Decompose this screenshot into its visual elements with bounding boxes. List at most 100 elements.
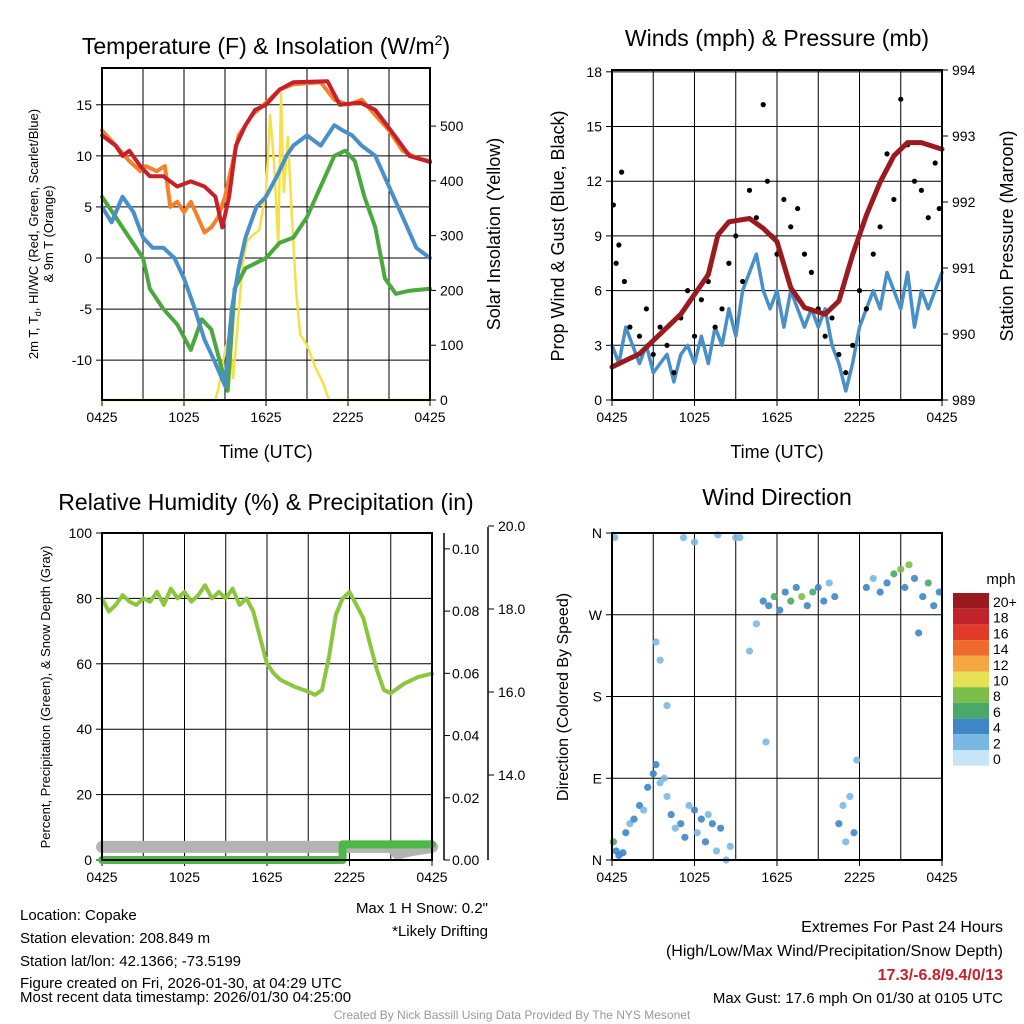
snow-ytick-label: 18.0 — [498, 601, 525, 617]
wind-direction-point — [622, 829, 630, 837]
rh-xtick-label: 2225 — [334, 869, 365, 885]
wind-direction-point — [690, 806, 699, 814]
snow-note: Max 1 H Snow: 0.2" — [356, 900, 488, 917]
precip-ytick-right-label: 0.06 — [452, 665, 479, 681]
gust-point — [863, 306, 869, 312]
pressure-ytick-right-label: 993 — [952, 128, 976, 144]
gust-point — [753, 215, 759, 221]
wind-direction-point — [609, 838, 617, 846]
gust-point — [719, 306, 725, 312]
rh-ytick-label: 100 — [69, 525, 93, 541]
temp-panel-title: Temperature (F) & Insolation (W/m2) — [82, 32, 450, 59]
wind-direction-point — [660, 774, 668, 782]
gust-point — [746, 187, 753, 193]
rh-plot-area: 0425 1025 1625 2225 04250204060801000.000.02… — [69, 518, 526, 885]
wind-direction-point — [846, 792, 854, 801]
temp-xtick-label: 0425 — [86, 409, 117, 425]
wind-direction-point — [656, 656, 664, 664]
wdir-panel-title: Wind Direction — [702, 484, 852, 510]
legend-swatch — [953, 702, 989, 719]
pressure-ytick-right-label: 994 — [952, 62, 976, 78]
wind-direction-point — [663, 792, 671, 801]
precip-ytick-right-label: 0.02 — [452, 790, 479, 806]
legend-swatch — [953, 750, 989, 766]
wind-direction-point — [820, 597, 828, 605]
gust-point — [936, 205, 942, 212]
wdir-ytick-label: S — [593, 689, 602, 705]
wind-direction-point — [677, 820, 685, 828]
gust-point — [884, 151, 890, 157]
wind-direction-point — [770, 592, 778, 601]
temp-ytick-label: -5 — [80, 301, 93, 317]
snow-ytick-label: 16.0 — [498, 684, 525, 700]
temp-ytick-label: -10 — [72, 352, 92, 368]
gust-point — [932, 160, 938, 166]
wind-xtick-label: 1625 — [761, 409, 792, 425]
pressure-line — [609, 140, 945, 370]
wdir-ytick-label: E — [593, 770, 602, 786]
legend-label: 6 — [993, 704, 1001, 720]
wind-y-right-label: Station Pressure (Maroon) — [997, 130, 1017, 341]
pressure-ytick-right-label: 990 — [952, 326, 976, 342]
wind-direction-point — [681, 833, 689, 841]
gust-point — [657, 324, 663, 330]
wind-direction-point — [776, 606, 784, 614]
location-text: Location: Copake — [20, 907, 137, 924]
legend-swatch — [953, 671, 989, 688]
svg-text:2m T, Td, HI/WC (Red, Green, S: 2m T, Td, HI/WC (Red, Green, Scarlet/Blu… — [26, 109, 43, 359]
legend-label: 8 — [993, 688, 1001, 704]
legend-label: 10 — [993, 673, 1009, 689]
wind-direction-point — [905, 561, 913, 569]
wind-panel-title: Winds (mph) & Pressure (mb) — [625, 25, 929, 51]
wdir-xtick-label: 1625 — [761, 869, 792, 885]
snow-ytick-label: 20.0 — [498, 518, 525, 534]
gust-point — [691, 333, 698, 339]
wdir-xtick-label: 1025 — [679, 869, 710, 885]
precip-ytick-right-label: 0.00 — [452, 852, 479, 868]
wind-direction-point — [697, 815, 705, 823]
wind-direction-point — [652, 638, 660, 646]
gust-point — [643, 306, 649, 312]
gust-point — [925, 215, 931, 221]
temp-xtick-label: 1025 — [168, 409, 199, 425]
extremes-subtitle: (High/Low/Max Wind/Precipitation/Snow De… — [666, 943, 1003, 960]
temp-y-label: 2m T, Td, HI/WC (Red, Green, Scarlet/Blu… — [26, 109, 56, 359]
temp-ytick-label: 0 — [84, 250, 92, 266]
solar-ytick-right-label: 300 — [440, 228, 464, 244]
gust-point — [898, 96, 904, 102]
precip-ytick-right-label: 0.08 — [452, 603, 479, 619]
wind-direction-point — [798, 592, 806, 601]
gust-point — [891, 196, 897, 203]
wind-direction-point — [862, 583, 870, 592]
temp-xtick-label: 0425 — [414, 409, 445, 425]
solar-ytick-right-label: 0 — [440, 392, 448, 408]
temp-xtick-label: 1625 — [250, 409, 281, 425]
wind-direction-point — [930, 602, 938, 610]
gust-point — [760, 102, 766, 108]
legend-label: 20+ — [993, 594, 1017, 610]
wind-x-label: Time (UTC) — [730, 442, 823, 462]
wind-direction-point — [853, 756, 861, 764]
legend-swatch — [953, 624, 989, 641]
wind-direction-point — [704, 810, 712, 819]
legend-swatch — [953, 608, 989, 625]
gust-point — [870, 251, 876, 257]
wind-direction-point — [685, 801, 693, 810]
wind-direction-point — [809, 588, 817, 596]
gust-point — [671, 370, 677, 376]
wind-direction-point — [644, 783, 652, 791]
wdir-xtick-label: 2225 — [844, 869, 875, 885]
wdir-ytick-label: W — [589, 607, 603, 623]
gust-point — [829, 315, 835, 321]
rh-y-label: Percent, Precipitation (Green), & Snow D… — [38, 546, 53, 849]
wdir-y-label: Direction (Colored By Speed) — [555, 593, 572, 801]
gust-point — [636, 333, 643, 339]
rh-xtick-label: 0425 — [416, 869, 447, 885]
legend-label: 18 — [993, 610, 1009, 626]
rh-ytick-label: 40 — [76, 721, 92, 737]
wind-direction-point — [839, 801, 847, 810]
wind-direction-point — [752, 620, 760, 628]
wind-direction-point — [717, 824, 725, 832]
gust-point — [856, 288, 863, 294]
